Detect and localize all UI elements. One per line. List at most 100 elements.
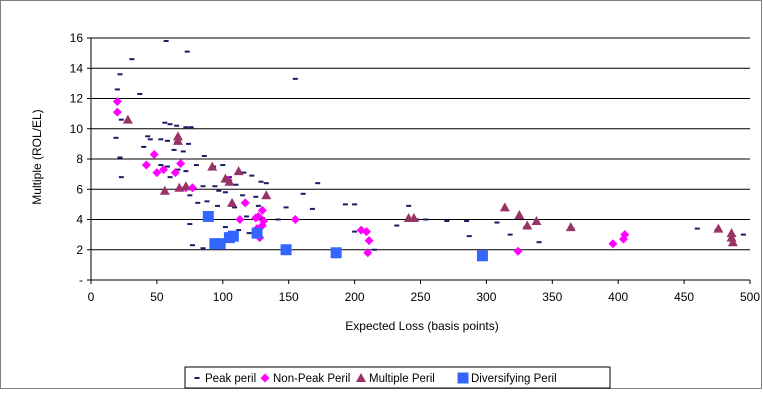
data-point-peak-peril bbox=[167, 123, 173, 126]
data-point-peak-peril bbox=[175, 168, 181, 171]
data-point-peak-peril bbox=[162, 121, 168, 124]
data-point-non-peak-peril bbox=[363, 248, 373, 258]
data-point-multiple-peril bbox=[227, 197, 238, 207]
data-point-diversifying-peril bbox=[330, 247, 342, 259]
data-point-peak-peril bbox=[241, 171, 247, 174]
data-point-diversifying-peril bbox=[476, 250, 488, 262]
y-tick-label: 6 bbox=[76, 182, 83, 196]
data-point-peak-peril bbox=[694, 227, 700, 230]
data-point-peak-peril bbox=[371, 248, 377, 251]
data-point-peak-peril bbox=[137, 92, 143, 95]
legend-item-non-peak-peril: Non-Peak Peril bbox=[260, 373, 350, 385]
data-point-non-peak-peril bbox=[176, 159, 186, 169]
data-point-peak-peril bbox=[258, 180, 264, 183]
data-point-multiple-peril bbox=[499, 202, 510, 212]
x-tick-label: 450 bbox=[674, 290, 694, 304]
data-point-peak-peril bbox=[193, 164, 199, 167]
data-point-peak-peril bbox=[232, 206, 238, 209]
data-point-peak-peril bbox=[141, 145, 147, 148]
y-tick-label: 12 bbox=[70, 92, 84, 106]
x-tick-label: 300 bbox=[476, 290, 496, 304]
data-point-peak-peril bbox=[145, 135, 151, 138]
data-point-peak-peril bbox=[244, 215, 250, 218]
data-point-multiple-peril bbox=[207, 161, 218, 171]
data-point-non-peak-peril bbox=[257, 205, 267, 215]
data-point-peak-peril bbox=[204, 200, 210, 203]
data-point-peak-peril bbox=[222, 191, 228, 194]
data-point-peak-peril bbox=[740, 233, 746, 236]
data-point-peak-peril bbox=[164, 165, 170, 168]
data-point-diversifying-peril bbox=[202, 210, 214, 222]
data-point-peak-peril bbox=[315, 182, 321, 185]
legend-item-diversifying-peril: Diversifying Peril bbox=[457, 372, 557, 385]
data-point-peak-peril bbox=[342, 203, 348, 206]
data-point-peak-peril bbox=[309, 207, 315, 210]
data-point-peak-peril bbox=[195, 201, 201, 204]
data-point-peak-peril bbox=[167, 176, 173, 179]
data-point-peak-peril bbox=[215, 204, 221, 207]
y-tick-label: - bbox=[79, 273, 83, 287]
data-point-peak-peril bbox=[423, 218, 429, 221]
data-point-multiple-peril bbox=[233, 166, 244, 176]
legend-box bbox=[184, 366, 611, 389]
data-point-peak-peril bbox=[201, 154, 207, 157]
data-point-diversifying-peril bbox=[280, 244, 292, 256]
data-point-non-peak-peril bbox=[251, 213, 261, 223]
legend-items: Peak peril Non-Peak Peril Multiple Peril Di… bbox=[194, 372, 557, 385]
data-point-peak-peril bbox=[240, 194, 246, 197]
data-point-non-peak-peril bbox=[149, 149, 159, 159]
legend-label-peak-peril: Peak peril bbox=[205, 373, 256, 385]
x-tick-label: 100 bbox=[213, 290, 233, 304]
x-axis-title: Expected Loss (basis points) bbox=[345, 319, 498, 333]
data-point-multiple-peril bbox=[514, 209, 525, 219]
x-tick-label: 50 bbox=[150, 290, 164, 304]
data-point-peak-peril bbox=[189, 244, 195, 247]
data-point-peak-peril bbox=[188, 126, 194, 129]
x-tick-label: 0 bbox=[88, 290, 95, 304]
axis-layer: - 2 4 6 8 10 12 14 16 0 50 100 150 200 250 300 350 400 450… bbox=[70, 31, 761, 304]
data-point-peak-peril bbox=[212, 185, 218, 188]
legend-item-peak-peril: Peak peril bbox=[194, 373, 256, 385]
data-point-non-peak-peril bbox=[290, 215, 300, 224]
data-point-peak-peril bbox=[171, 148, 177, 151]
data-point-peak-peril bbox=[406, 204, 412, 207]
data-point-peak-peril bbox=[117, 73, 123, 76]
data-point-peak-peril bbox=[275, 218, 281, 221]
data-point-peak-peril bbox=[444, 220, 450, 223]
data-point-non-peak-peril bbox=[158, 165, 168, 175]
data-point-multiple-peril bbox=[408, 212, 419, 222]
data-point-multiple-peril bbox=[531, 216, 542, 226]
grid-layer bbox=[91, 37, 750, 251]
data-point-multiple-peril bbox=[122, 114, 133, 124]
data-point-peak-peril bbox=[494, 221, 500, 224]
data-point-peak-peril bbox=[255, 204, 261, 207]
data-point-non-peak-peril bbox=[152, 168, 162, 178]
data-point-non-peak-peril bbox=[513, 246, 523, 256]
data-point-peak-peril bbox=[114, 88, 120, 91]
data-point-non-peak-peril bbox=[364, 236, 374, 246]
data-point-multiple-peril bbox=[261, 190, 272, 200]
data-point-peak-peril bbox=[186, 142, 192, 145]
data-point-peak-peril bbox=[187, 194, 193, 197]
data-point-peak-peril bbox=[352, 203, 358, 206]
data-point-peak-peril bbox=[466, 235, 472, 238]
data-point-peak-peril bbox=[220, 164, 226, 167]
data-point-peak-peril bbox=[249, 174, 255, 177]
data-point-non-peak-peril bbox=[361, 227, 371, 237]
legend-marker-peak-peril bbox=[194, 377, 200, 379]
legend-item-multiple-peril: Multiple Peril bbox=[356, 373, 435, 385]
data-point-multiple-peril bbox=[159, 185, 170, 195]
data-point-peak-peril bbox=[118, 176, 124, 179]
data-point-non-peak-peril bbox=[240, 198, 250, 208]
x-tick-label: 150 bbox=[279, 290, 299, 304]
data-point-peak-peril bbox=[200, 247, 206, 250]
legend-label-diversifying-peril: Diversifying Peril bbox=[471, 373, 557, 385]
data-point-peak-peril bbox=[184, 50, 190, 53]
data-point-peak-peril bbox=[222, 226, 228, 229]
data-point-non-peak-peril bbox=[112, 107, 122, 117]
x-tick-label: 400 bbox=[608, 290, 628, 304]
data-point-multiple-peril bbox=[726, 228, 737, 238]
data-point-non-peak-peril bbox=[112, 97, 122, 107]
data-point-peak-peril bbox=[174, 124, 180, 127]
